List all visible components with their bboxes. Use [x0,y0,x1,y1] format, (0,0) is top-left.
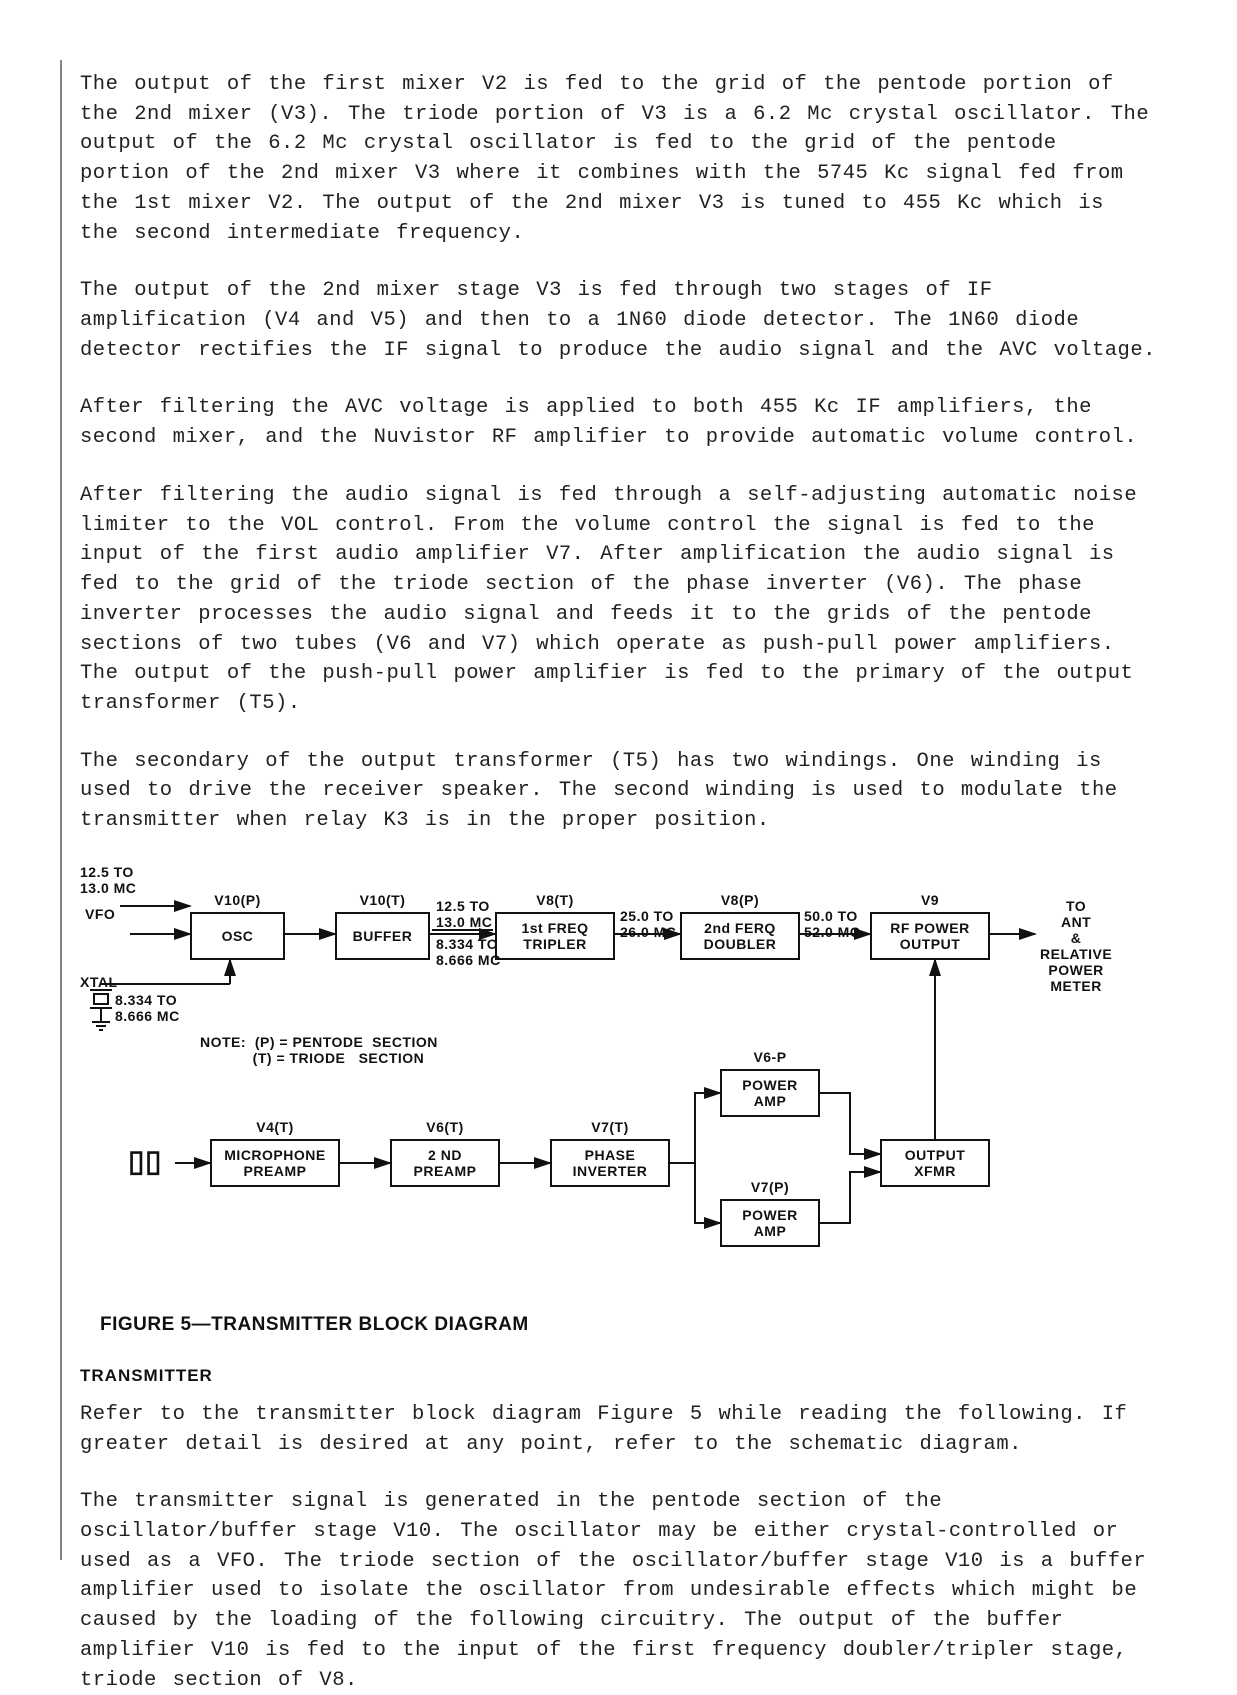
block-pre2: 2 NDPREAMP [390,1139,500,1187]
page: The output of the first mixer V2 is fed … [0,0,1237,1600]
paragraph-2: The output of the 2nd mixer stage V3 is … [80,276,1157,365]
block-diagram: OSC V10(P) BUFFER V10(T) 1st FREQTRIPLER V8(T… [80,864,1140,1294]
block-pamp2: POWERAMP [720,1199,820,1247]
label-buf_range1: 12.5 TO 13.0 MC [436,898,492,930]
paragraph-7: The transmitter signal is generated in t… [80,1487,1157,1695]
figure-caption: FIGURE 5—TRANSMITTER BLOCK DIAGRAM [100,1314,1157,1336]
label-xtal: XTAL [80,974,118,990]
label-xtal_range: 8.334 TO 8.666 MC [115,992,180,1024]
block-label-osc: V10(P) [190,892,285,908]
paragraph-5: The secondary of the output transformer … [80,747,1157,836]
block-label-phase: V7(T) [550,1119,670,1135]
block-osc: OSC [190,912,285,960]
scan-edge [60,60,62,1560]
block-label-pamp2: V7(P) [720,1179,820,1195]
block-label-pre2: V6(T) [390,1119,500,1135]
paragraph-3: After filtering the AVC voltage is appli… [80,393,1157,452]
label-note: NOTE: (P) = PENTODE SECTION (T) = TRIODE… [200,1034,438,1066]
block-micpre: MICROPHONEPREAMP [210,1139,340,1187]
label-vfo: VFO [85,906,115,922]
block-label-micpre: V4(T) [210,1119,340,1135]
block-label-doubler: V8(P) [680,892,800,908]
block-label-tripler: V8(T) [495,892,615,908]
label-dbl_out: 50.0 TO 52.0 MC [804,908,860,940]
block-label-pamp1: V6-P [720,1049,820,1065]
block-rfout: RF POWEROUTPUT [870,912,990,960]
paragraph-1: The output of the first mixer V2 is fed … [80,70,1157,248]
label-buf_range2: 8.334 TO 8.666 MC [436,936,501,968]
section-heading: TRANSMITTER [80,1366,1157,1386]
block-tripler: 1st FREQTRIPLER [495,912,615,960]
label-to_ant: TO ANT & RELATIVE POWER METER [1040,898,1112,995]
block-buffer: BUFFER [335,912,430,960]
block-phase: PHASEINVERTER [550,1139,670,1187]
label-vfo_range: 12.5 TO 13.0 MC [80,864,136,896]
paragraph-6: Refer to the transmitter block diagram F… [80,1400,1157,1459]
microphone-icon: ▯▯ [128,1144,162,1179]
block-doubler: 2nd FERQDOUBLER [680,912,800,960]
paragraph-4: After filtering the audio signal is fed … [80,481,1157,719]
block-pamp1: POWERAMP [720,1069,820,1117]
block-xfmr: OUTPUTXFMR [880,1139,990,1187]
block-label-buffer: V10(T) [335,892,430,908]
block-label-rfout: V9 [870,892,990,908]
label-trip_out: 25.0 TO 26.0 MC [620,908,676,940]
